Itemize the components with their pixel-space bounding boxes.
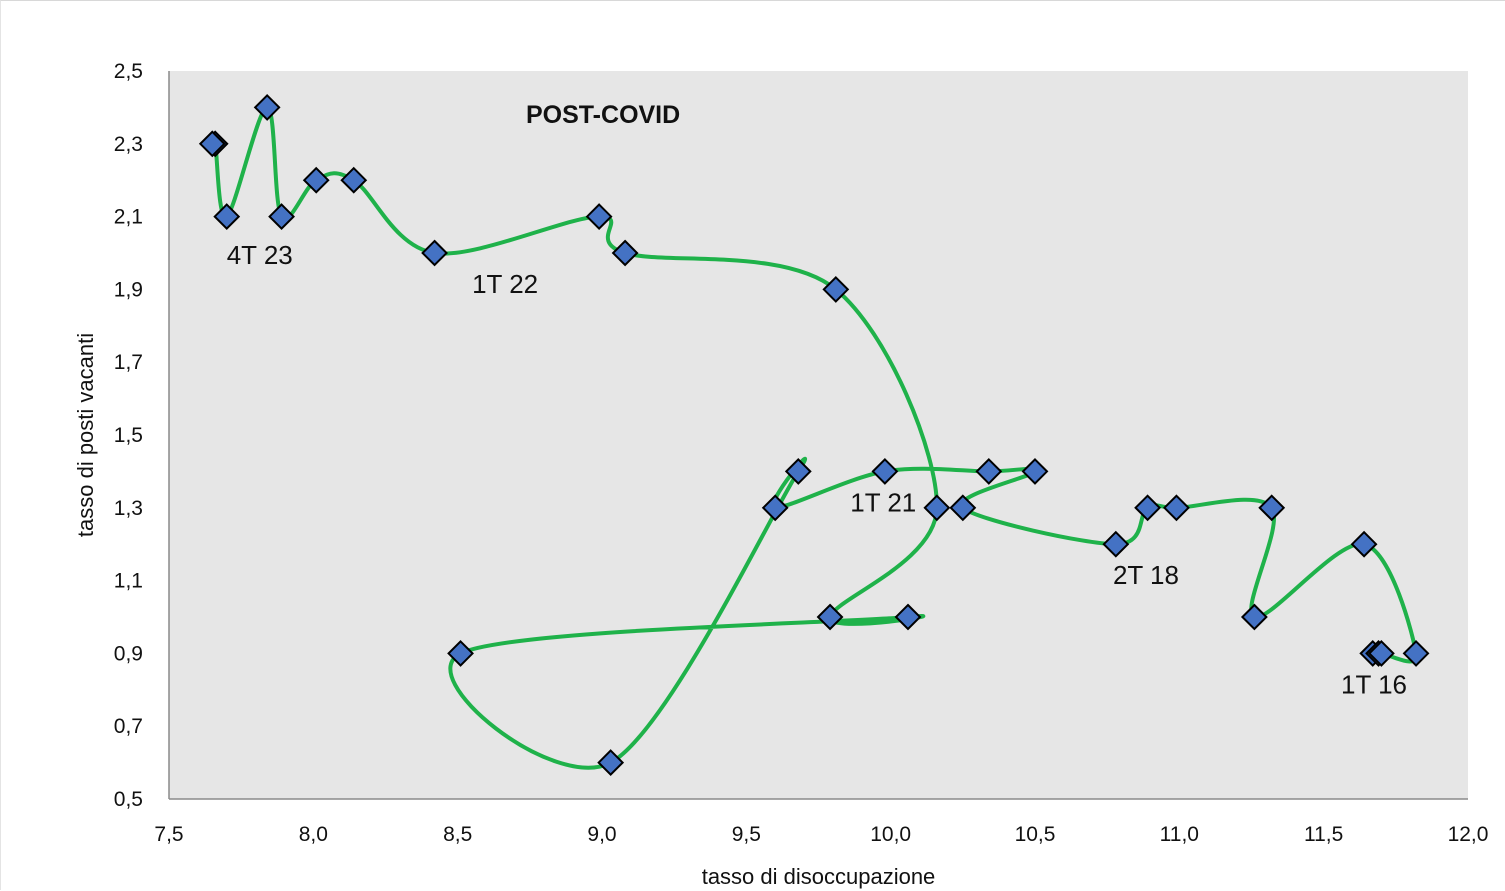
- y-tick-label: 1,9: [114, 278, 143, 301]
- data-point-marker: [1163, 494, 1190, 522]
- x-tick-label: 7,5: [154, 823, 183, 846]
- x-tick-label: 8,5: [443, 823, 472, 846]
- data-point-marker: [1102, 530, 1130, 558]
- x-tick-labels: 7,5 8,0 8,5 9,0 9,5 10,0 10,5 11,0 11,5 12,0: [154, 823, 1488, 846]
- data-point-marker: [975, 457, 1003, 485]
- x-tick-label: 12,0: [1448, 823, 1489, 846]
- axes: [168, 71, 1468, 800]
- y-tick-label: 2,1: [114, 206, 143, 229]
- x-tick-label: 8,0: [299, 823, 328, 846]
- data-point-marker: [822, 275, 850, 303]
- data-point-marker: [1134, 494, 1161, 522]
- chart-title: POST-COVID: [526, 101, 680, 129]
- data-point-marker: [447, 639, 474, 667]
- data-point-marker: [213, 203, 241, 231]
- y-axis-title: tasso di posti vacanti: [73, 333, 98, 537]
- data-point-marker: [253, 93, 281, 121]
- data-point-marker: [421, 239, 448, 267]
- data-point-marker: [302, 166, 330, 194]
- data-point-marker: [816, 603, 844, 631]
- data-point-marker: [611, 239, 639, 267]
- data-point-marker: [1240, 603, 1268, 631]
- data-point-marker: [1021, 457, 1049, 485]
- data-point-marker: [585, 203, 613, 231]
- point-annotation-label: 1T 21: [850, 487, 916, 517]
- data-point-marker: [597, 749, 625, 777]
- data-point-marker: [1350, 530, 1378, 558]
- y-tick-label: 2,3: [114, 133, 143, 156]
- y-tick-label: 2,5: [114, 60, 143, 83]
- data-point-marker: [871, 457, 899, 485]
- y-tick-label: 0,9: [114, 642, 143, 665]
- data-point-marker: [340, 166, 368, 194]
- y-tick-label: 1,5: [114, 424, 143, 447]
- point-annotation-label: 1T 16: [1341, 669, 1407, 699]
- data-point-marker: [1258, 494, 1286, 522]
- y-tick-labels: 0,5 0,7 0,9 1,1 1,3 1,5 1,7 1,9 2,1 2,3 2,5: [114, 60, 143, 811]
- data-point-marker: [949, 494, 977, 522]
- data-point-marker: [894, 603, 922, 631]
- x-tick-label: 9,5: [732, 823, 761, 846]
- plot-area: [169, 71, 1468, 799]
- data-point-marker: [784, 457, 812, 485]
- series-markers: [198, 93, 1430, 777]
- x-tick-label: 10,0: [870, 823, 911, 846]
- x-axis-title: tasso di disoccupazione: [702, 864, 936, 889]
- point-annotations: 1T 16 2T 18 1T 21 1T 22 4T 23: [227, 240, 1407, 700]
- data-point-marker: [923, 494, 951, 522]
- data-point-marker: [198, 130, 226, 158]
- data-point-marker: [761, 494, 789, 522]
- y-tick-label: 1,7: [114, 351, 143, 374]
- x-tick-label: 10,5: [1015, 823, 1056, 846]
- y-tick-label: 1,1: [114, 570, 143, 593]
- point-annotation-label: 2T 18: [1113, 560, 1179, 590]
- data-point-marker: [1367, 639, 1395, 667]
- x-tick-label: 11,0: [1160, 823, 1199, 846]
- point-annotation-label: 4T 23: [227, 240, 293, 270]
- y-tick-label: 0,7: [114, 715, 143, 738]
- data-point-marker: [1402, 639, 1430, 667]
- y-tick-label: 1,3: [114, 497, 143, 520]
- y-tick-label: 0,5: [114, 788, 143, 811]
- x-tick-label: 11,5: [1304, 823, 1343, 846]
- x-tick-label: 9,0: [587, 823, 616, 846]
- point-annotation-label: 1T 22: [472, 269, 538, 299]
- data-point-marker: [268, 203, 295, 231]
